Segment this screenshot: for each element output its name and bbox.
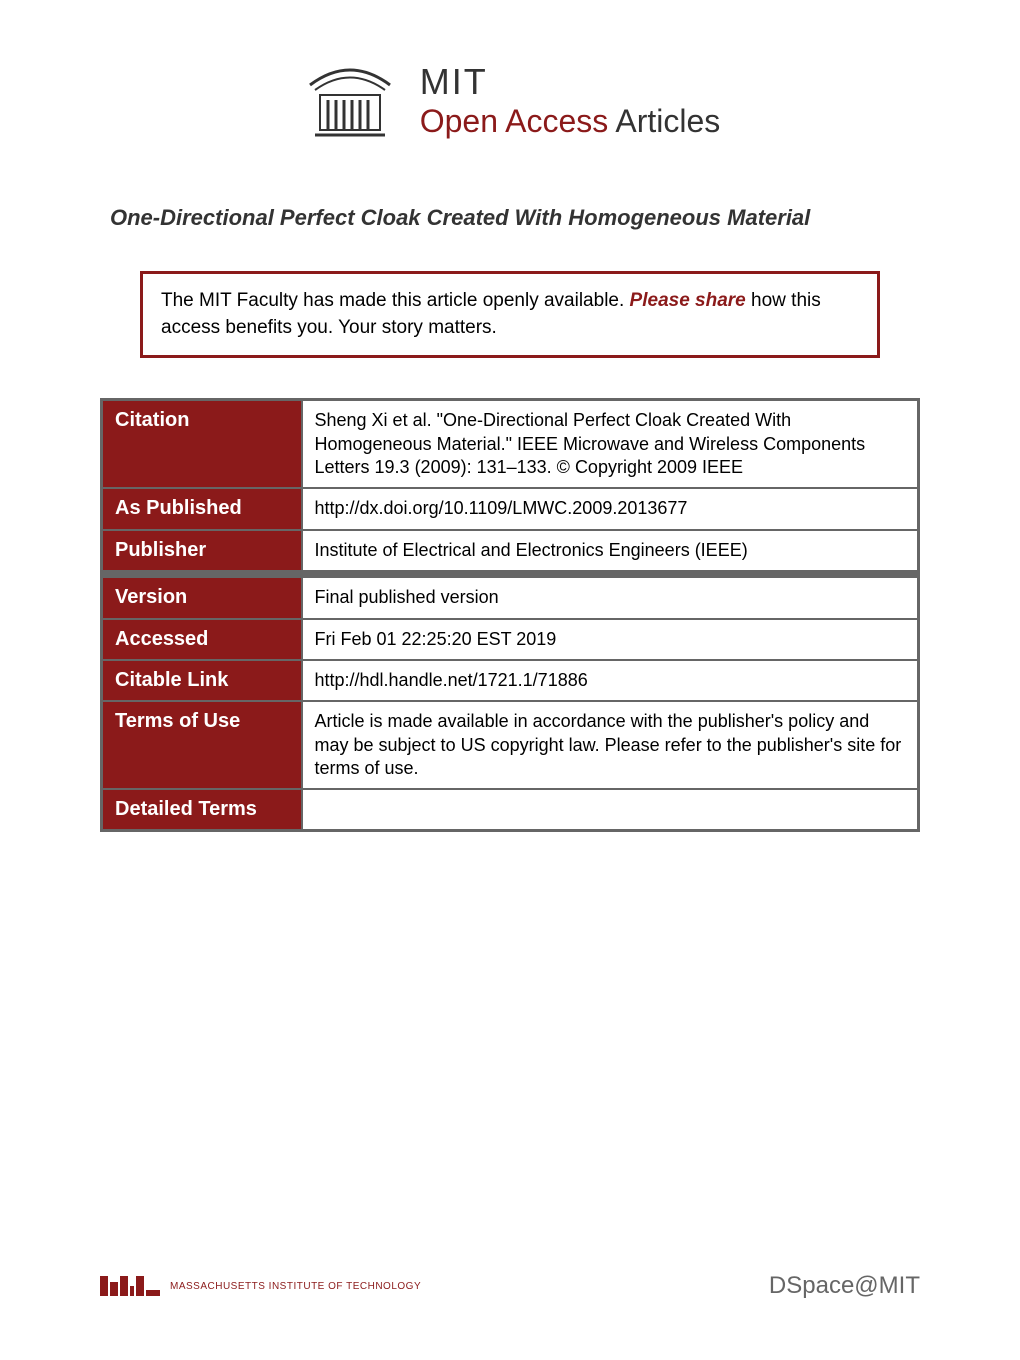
- version-label: Version: [102, 577, 302, 618]
- table-row: Terms of Use Article is made available i…: [102, 701, 919, 789]
- publisher-label: Publisher: [102, 530, 302, 571]
- publisher-value: Institute of Electrical and Electronics …: [302, 530, 919, 571]
- termsofuse-label: Terms of Use: [102, 701, 302, 789]
- citablelink-label: Citable Link: [102, 660, 302, 701]
- accessed-label: Accessed: [102, 619, 302, 660]
- logo-container: MIT Open Access Articles: [300, 60, 721, 140]
- table-row: Version Final published version: [102, 577, 919, 618]
- citation-label: Citation: [102, 400, 302, 489]
- share-box: The MIT Faculty has made this article op…: [140, 271, 880, 358]
- please-share-link[interactable]: Please share: [630, 290, 746, 311]
- table-row: Detailed Terms: [102, 789, 919, 831]
- aspublished-value[interactable]: http://dx.doi.org/10.1109/LMWC.2009.2013…: [302, 488, 919, 529]
- version-value: Final published version: [302, 577, 919, 618]
- mit-dome-icon: [300, 60, 400, 140]
- aspublished-label: As Published: [102, 488, 302, 529]
- citation-value: Sheng Xi et al. "One-Directional Perfect…: [302, 400, 919, 489]
- title-section: One-Directional Perfect Cloak Created Wi…: [100, 205, 920, 231]
- table-row: Citable Link http://hdl.handle.net/1721.…: [102, 660, 919, 701]
- table-row: Accessed Fri Feb 01 22:25:20 EST 2019: [102, 619, 919, 660]
- termsofuse-value: Article is made available in accordance …: [302, 701, 919, 789]
- header-logo: MIT Open Access Articles: [100, 60, 920, 145]
- open-access-text: Open Access: [420, 103, 609, 139]
- footer-mit-logo: MASSACHUSETTS INSTITUTE OF TECHNOLOGY: [100, 1276, 421, 1296]
- footer: MASSACHUSETTS INSTITUTE OF TECHNOLOGY DS…: [100, 1272, 920, 1300]
- share-text: The MIT Faculty has made this article op…: [161, 288, 859, 341]
- logo-mit-text: MIT: [420, 61, 721, 103]
- article-title: One-Directional Perfect Cloak Created Wi…: [110, 205, 910, 231]
- footer-mit-text: MASSACHUSETTS INSTITUTE OF TECHNOLOGY: [170, 1281, 421, 1292]
- logo-subtitle: Open Access Articles: [420, 103, 721, 140]
- share-text-before: The MIT Faculty has made this article op…: [161, 290, 630, 311]
- table-row: Publisher Institute of Electrical and El…: [102, 530, 919, 571]
- citablelink-value[interactable]: http://hdl.handle.net/1721.1/71886: [302, 660, 919, 701]
- detailedterms-label: Detailed Terms: [102, 789, 302, 831]
- metadata-table: Citation Sheng Xi et al. "One-Directiona…: [100, 398, 920, 832]
- table-row: As Published http://dx.doi.org/10.1109/L…: [102, 488, 919, 529]
- logo-text: MIT Open Access Articles: [420, 61, 721, 140]
- table-row: Citation Sheng Xi et al. "One-Directiona…: [102, 400, 919, 489]
- articles-text: Articles: [608, 103, 720, 139]
- detailedterms-value: [302, 789, 919, 831]
- accessed-value: Fri Feb 01 22:25:20 EST 2019: [302, 619, 919, 660]
- mit-blocks-icon: [100, 1276, 160, 1296]
- footer-dspace: DSpace@MIT: [769, 1272, 920, 1300]
- metadata-tbody: Citation Sheng Xi et al. "One-Directiona…: [102, 400, 919, 831]
